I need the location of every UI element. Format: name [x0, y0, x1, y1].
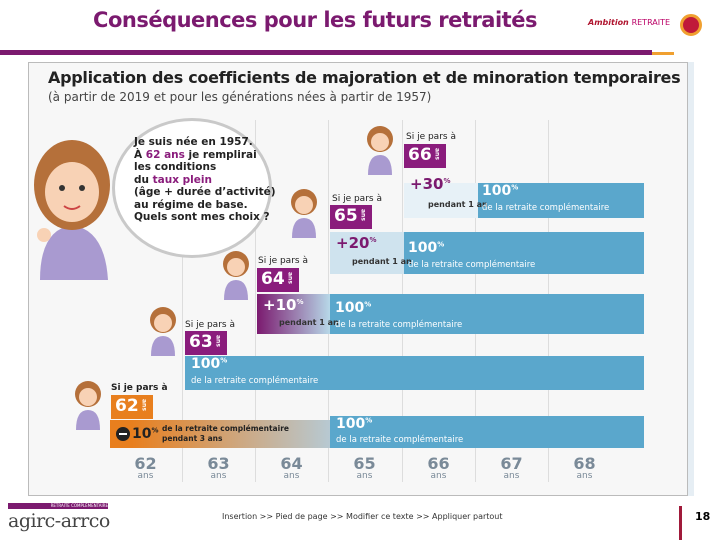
woman-avatar [150, 307, 176, 356]
woman-illustration [34, 140, 110, 280]
agirc-arrco-logo: agirc-arrco [8, 510, 110, 532]
slide-title: Conséquences pour les futurs retraités [93, 8, 537, 32]
page-number-divider [679, 506, 682, 540]
if-label: Si je pars à [332, 194, 382, 204]
malus-value: 10% [132, 426, 159, 442]
infographic-subtitle: (à partir de 2019 et pour les génération… [48, 90, 432, 104]
age-badge: 62 ans [111, 395, 153, 419]
age-badge: 64 ans [257, 268, 299, 292]
speech-bubble [112, 118, 272, 258]
if-label: Si je pars à [185, 320, 235, 330]
col-divider [182, 120, 183, 482]
speech-bubble-text: Je suis née en 1957. À 62 ans je remplir… [134, 136, 276, 223]
age-badge: 66 ans [404, 144, 446, 168]
woman-avatar [223, 251, 249, 300]
bonus-duration: pendant 1 an [279, 318, 339, 327]
footer-text: Insertion >> Pied de page >> Modifier ce… [222, 512, 503, 521]
bar-62-malus: 10% de la retraite complémentaire pendan… [110, 420, 330, 448]
infographic-title: Application des coefficients de majorati… [48, 68, 681, 87]
bonus-value: +20% [336, 234, 377, 252]
bonus-duration: pendant 1 an [428, 200, 488, 209]
woman-avatar [367, 126, 393, 175]
axis-tick: 63 ans [207, 454, 230, 481]
bonus-value: +10% [263, 296, 304, 314]
axis-tick: 67 ans [500, 454, 523, 481]
woman-avatar [75, 381, 101, 430]
title-rule-accent [652, 52, 674, 55]
axis-tick: 64 ans [280, 454, 303, 481]
bar-63: 100% de la retraite complémentaire [185, 356, 644, 390]
bar-62-full: 100% de la retraite complémentaire [330, 416, 644, 448]
card-shadow [688, 62, 694, 496]
col-divider [255, 120, 256, 482]
bonus-duration: pendant 1 an [352, 257, 412, 266]
if-label: Si je pars à [258, 256, 308, 266]
footer-logo-tag: RETRAITE COMPLÉMENTAIRE [8, 503, 108, 509]
title-rule [0, 50, 652, 55]
age-badge: 65 ans [330, 205, 372, 229]
axis-tick: 62 ans [134, 454, 157, 481]
age-badge: 63 ans [185, 331, 227, 355]
axis-tick: 65 ans [353, 454, 376, 481]
malus-text: de la retraite complémentaire pendant 3 … [162, 424, 289, 443]
axis-tick: 68 ans [573, 454, 596, 481]
woman-avatar [291, 189, 317, 238]
if-label: Si je pars à [111, 383, 168, 393]
bar-65: +20% pendant 1 an 100% de la retraite com… [330, 232, 644, 274]
ambition-retraite-logo: Ambition RETRAITE [588, 18, 671, 27]
bonus-value: +30% [410, 175, 451, 193]
bar-66: +30% pendant 1 an 100% de la retraite com… [404, 176, 644, 218]
axis-tick: 66 ans [427, 454, 450, 481]
bar-64: +10% pendant 1 an 100% de la retraite com… [257, 294, 644, 334]
logo-ring-icon [680, 14, 702, 36]
minus-icon [116, 427, 130, 441]
page-number: 18 [695, 510, 711, 523]
if-label: Si je pars à [406, 132, 456, 142]
